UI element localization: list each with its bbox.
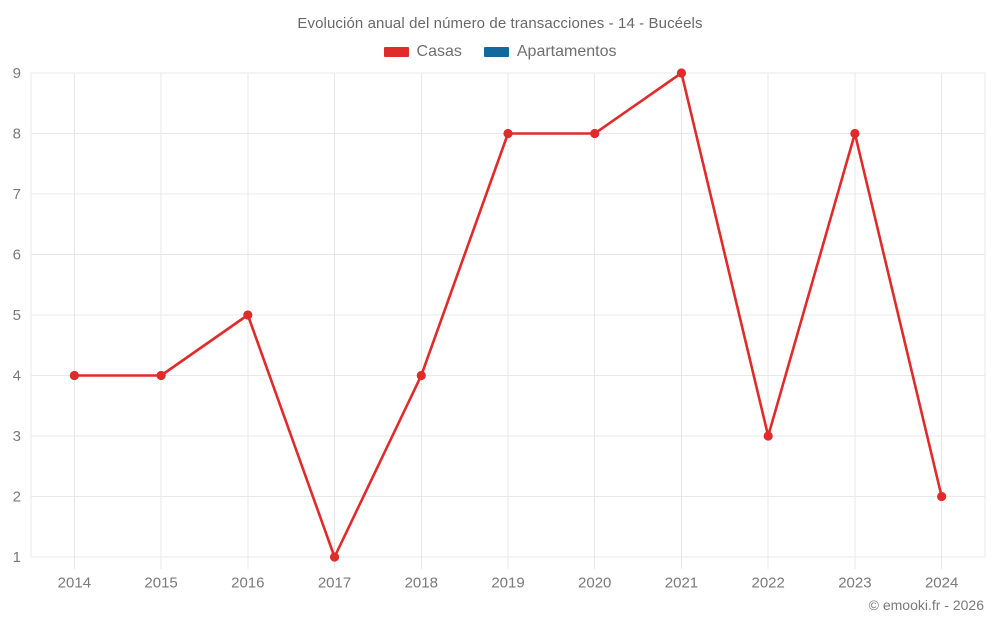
data-point-marker[interactable] — [503, 128, 513, 139]
y-axis-tick-label: 5 — [13, 307, 21, 324]
y-axis-tick-label: 8 — [13, 125, 21, 142]
x-axis-tick-label: 2024 — [925, 574, 958, 591]
legend-item-apartamentos[interactable]: Apartamentos — [483, 43, 617, 60]
x-axis-tick-label: 2022 — [751, 574, 784, 591]
x-axis-tick-label: 2020 — [578, 574, 611, 591]
y-axis-tick-label: 6 — [13, 246, 21, 263]
y-axis-tick-label: 9 — [13, 65, 21, 82]
x-axis-tick-label: 2021 — [665, 574, 698, 591]
legend-swatch-casas — [383, 47, 409, 57]
y-axis-tick-label: 3 — [13, 428, 21, 445]
data-point-marker[interactable] — [937, 491, 947, 502]
data-point-marker[interactable] — [676, 68, 687, 78]
x-axis-tick-label: 2023 — [838, 574, 871, 591]
data-point-marker[interactable] — [763, 431, 773, 441]
legend-label-apartamentos: Apartamentos — [516, 43, 617, 60]
data-series-layer — [69, 68, 947, 562]
y-axis-tick-label: 1 — [13, 549, 21, 566]
chart-legend: Casas Apartamentos — [0, 44, 1000, 60]
x-axis-tick-label: 2014 — [58, 574, 91, 591]
x-axis-tick-label: 2016 — [231, 574, 264, 591]
data-point-marker[interactable] — [590, 128, 600, 139]
data-point-marker[interactable] — [243, 310, 253, 320]
x-axis-tick-labels: 2014 2015 2016 2017 2018 2019 2020 2021 2022 2023… — [58, 574, 959, 591]
data-point-marker[interactable] — [69, 370, 79, 381]
y-axis-tick-label: 4 — [13, 367, 21, 384]
legend-item-casas[interactable]: Casas — [383, 43, 462, 60]
grid-lines — [30, 72, 986, 569]
y-axis-tick-labels: 1 2 3 4 5 6 7 8 9 — [13, 65, 21, 566]
x-axis-tick-label: 2018 — [405, 574, 438, 591]
legend-label-casas: Casas — [416, 43, 462, 60]
data-point-marker[interactable] — [329, 552, 340, 562]
legend-swatch-apartamentos — [483, 47, 509, 57]
y-axis-tick-label: 2 — [13, 488, 21, 505]
y-axis-tick-label: 7 — [13, 186, 21, 203]
chart-title: Evolución anual del número de transaccio… — [297, 15, 703, 32]
credit-text: © emooki.fr - 2026 — [868, 597, 984, 613]
x-axis-tick-label: 2015 — [144, 574, 177, 591]
x-axis-tick-label: 2017 — [318, 574, 351, 591]
data-point-marker[interactable] — [156, 370, 166, 381]
x-axis-tick-label: 2019 — [491, 574, 524, 591]
data-point-marker[interactable] — [850, 128, 860, 139]
data-point-marker[interactable] — [416, 370, 426, 381]
